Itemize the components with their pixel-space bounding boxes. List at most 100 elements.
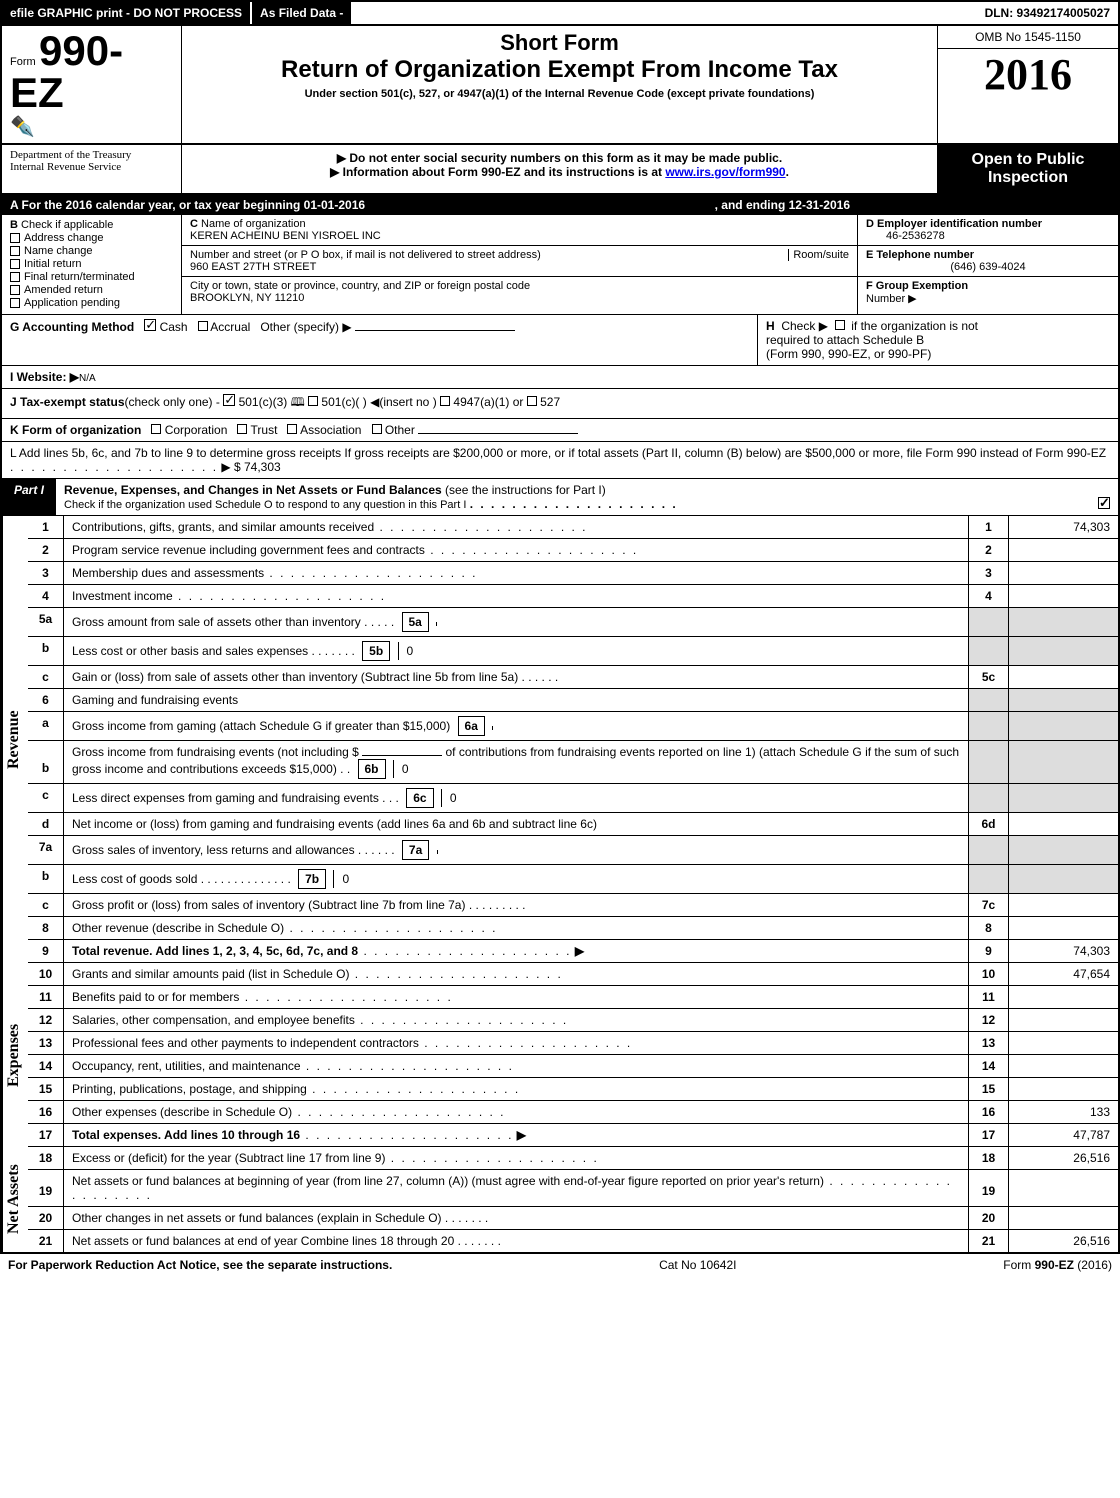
line-num: 1 [28, 516, 64, 539]
inline-amt: 0 [441, 789, 507, 807]
website-value: N/A [79, 373, 96, 384]
checkbox-cash[interactable] [144, 319, 156, 331]
checkbox-trust[interactable] [237, 424, 247, 434]
checkbox-accrual[interactable] [198, 321, 208, 331]
dept-line-1: Department of the Treasury [10, 149, 173, 161]
line-box: 21 [968, 1230, 1008, 1252]
part-1-label: Part I [2, 479, 56, 515]
opt-corp: Corporation [165, 423, 228, 437]
line-20-amt [1008, 1207, 1118, 1230]
street-label: Number and street (or P O box, if mail i… [190, 249, 541, 261]
line-box: 10 [968, 963, 1008, 986]
checkbox-icon [10, 233, 20, 243]
topbar-spacer [351, 2, 976, 24]
other-blank[interactable] [355, 330, 515, 331]
dept-cell: Department of the Treasury Internal Reve… [2, 145, 182, 193]
footer-left: For Paperwork Reduction Act Notice, see … [8, 1258, 392, 1272]
dots [307, 1082, 520, 1096]
line-18-desc: Excess or (deficit) for the year (Subtra… [64, 1147, 968, 1170]
j-label: J Tax-exempt status [10, 395, 125, 409]
line-box: 8 [968, 917, 1008, 940]
inline-amt [436, 622, 495, 626]
line-11-amt [1008, 986, 1118, 1009]
line-6c-desc: Less direct expenses from gaming and fun… [64, 784, 968, 813]
line-box: 20 [968, 1207, 1008, 1230]
line-num: c [28, 784, 64, 813]
short-form-label: Short Form [190, 30, 929, 56]
open-public-2: Inspection [942, 169, 1114, 187]
desc-text: Occupancy, rent, utilities, and maintena… [72, 1059, 301, 1073]
line-13-amt [1008, 1032, 1118, 1055]
grey-amt [1008, 608, 1118, 637]
checkbox-icon [10, 259, 20, 269]
inline-box: 6a [458, 716, 485, 736]
line-num: a [28, 712, 64, 741]
checkbox-501c3[interactable] [223, 394, 235, 406]
desc-text: Printing, publications, postage, and shi… [72, 1082, 307, 1096]
line-13-desc: Professional fees and other payments to … [64, 1032, 968, 1055]
line-12-amt [1008, 1009, 1118, 1032]
line-num: d [28, 813, 64, 836]
dots [10, 460, 218, 474]
accounting-method: G Accounting Method Cash Accrual Other (… [2, 315, 758, 365]
line-num: 18 [28, 1147, 64, 1170]
check-name-change[interactable]: Name change [10, 245, 173, 257]
line-9-amt: 74,303 [1008, 940, 1118, 963]
row-a: A For the 2016 calendar year, or tax yea… [2, 195, 1118, 215]
check-label: Amended return [24, 284, 103, 296]
l-amount: 74,303 [244, 460, 281, 474]
desc-text: Grants and similar amounts paid (list in… [72, 967, 349, 981]
line-num: c [28, 894, 64, 917]
line-7c-amt [1008, 894, 1118, 917]
part-1-title-cell: Revenue, Expenses, and Changes in Net As… [56, 479, 1118, 515]
grey-box [968, 784, 1008, 813]
line-box: 4 [968, 585, 1008, 608]
line-num: 10 [28, 963, 64, 986]
check-address-change[interactable]: Address change [10, 232, 173, 244]
part-1-title: Revenue, Expenses, and Changes in Net As… [64, 483, 442, 497]
checkbox-icon [10, 285, 20, 295]
line-15-desc: Printing, publications, postage, and shi… [64, 1078, 968, 1101]
checkbox-schedule-o[interactable] [1098, 497, 1110, 509]
checkbox-4947[interactable] [440, 396, 450, 406]
check-amended-return[interactable]: Amended return [10, 284, 173, 296]
desc-text: Investment income [72, 589, 173, 603]
footer-right: Form 990-EZ (2016) [1003, 1258, 1112, 1272]
checkbox-501c[interactable] [308, 396, 318, 406]
desc-text: Total expenses. Add lines 10 through 16 [72, 1128, 300, 1142]
row-j: J Tax-exempt status(check only one) - 50… [2, 389, 1118, 419]
checkbox-h[interactable] [835, 320, 845, 330]
checkbox-527[interactable] [527, 396, 537, 406]
checkbox-corp[interactable] [151, 424, 161, 434]
ein-row: D Employer identification number 46-2536… [858, 215, 1118, 246]
check-application-pending[interactable]: Application pending [10, 297, 173, 309]
line-box: 9 [968, 940, 1008, 963]
inline-box: 6c [406, 788, 433, 808]
city: BROOKLYN, NY 11210 [190, 292, 304, 304]
form-number-cell: Form 990-EZ ✒️ [2, 26, 182, 143]
line-box: 2 [968, 539, 1008, 562]
grey-amt [1008, 712, 1118, 741]
irs-link[interactable]: www.irs.gov/form990 [665, 165, 785, 179]
check-final-return[interactable]: Final return/terminated [10, 271, 173, 283]
checkbox-assoc[interactable] [287, 424, 297, 434]
b-label: B [10, 219, 18, 231]
line-10-desc: Grants and similar amounts paid (list in… [64, 963, 968, 986]
desc-text: Other expenses (describe in Schedule O) [72, 1105, 292, 1119]
check-initial-return[interactable]: Initial return [10, 258, 173, 270]
grey-box [968, 637, 1008, 666]
line-21-desc: Net assets or fund balances at end of ye… [64, 1230, 968, 1252]
dots [425, 543, 638, 557]
line-6-desc: Gaming and fundraising events [64, 689, 968, 712]
h-text-1: Check ▶ [781, 319, 828, 333]
footer: For Paperwork Reduction Act Notice, see … [0, 1254, 1120, 1276]
dots [349, 967, 562, 981]
blank[interactable] [362, 755, 442, 756]
part-1-header: Part I Revenue, Expenses, and Changes in… [2, 479, 1118, 516]
opt-501c: 501(c)( ) [321, 395, 366, 409]
other-org-blank[interactable] [418, 433, 578, 434]
grey-box [968, 865, 1008, 894]
line-box: 16 [968, 1101, 1008, 1124]
line-num: 7a [28, 836, 64, 865]
checkbox-other[interactable] [372, 424, 382, 434]
